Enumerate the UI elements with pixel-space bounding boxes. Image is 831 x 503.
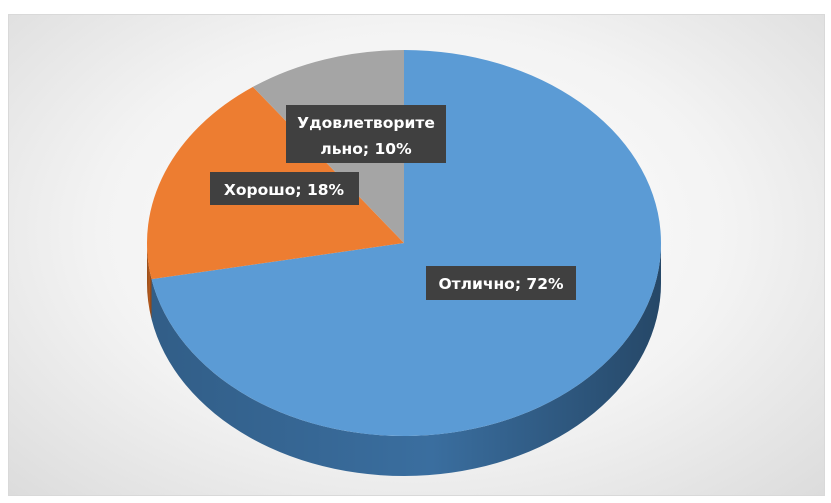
pie-slice-0 — [151, 50, 661, 437]
label-udovletvoritelno: Удовлетворите льно; 10% — [286, 105, 446, 163]
label-box-udovletvoritelno — [286, 105, 446, 163]
data-label-khorosho: Хорошо; 18% — [224, 181, 345, 199]
data-label-udovletvoritelno-line1: Удовлетворите — [297, 114, 435, 132]
pie-chart: Отлично; 72% Хорошо; 18% Удовлетворите л… — [146, 50, 661, 476]
label-box-khorosho — [210, 172, 359, 205]
pie-side-shade-1 — [147, 243, 152, 320]
pie-side-group — [147, 243, 661, 476]
pie-side-shade-0 — [151, 243, 661, 476]
label-otlichno: Отлично; 72% — [426, 266, 576, 300]
data-label-udovletvoritelno-line2: льно; 10% — [320, 140, 412, 158]
data-label-otlichno: Отлично; 72% — [438, 275, 564, 293]
label-box-otlichno — [426, 266, 576, 300]
label-khorosho: Хорошо; 18% — [210, 172, 359, 205]
chart-area: Отлично; 72% Хорошо; 18% Удовлетворите л… — [8, 14, 825, 496]
